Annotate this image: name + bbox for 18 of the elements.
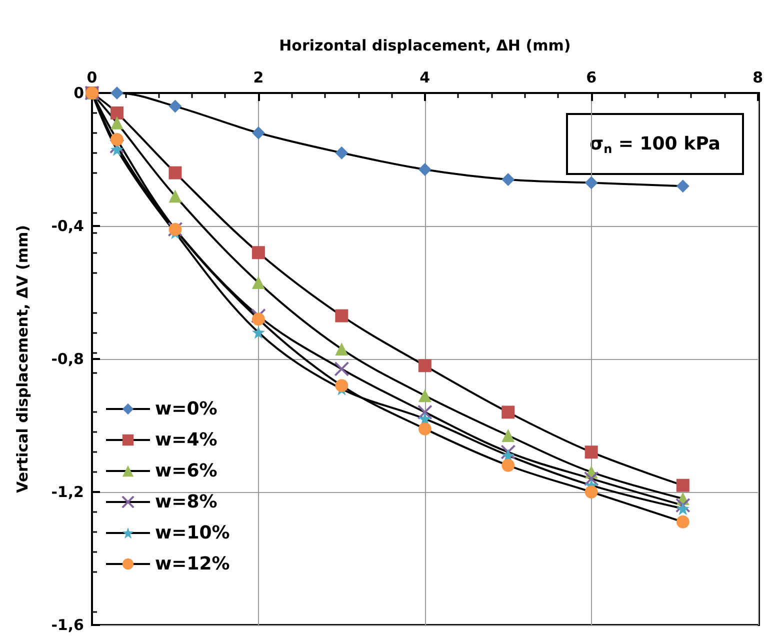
y-tick-label: -1,6 — [51, 616, 84, 634]
legend-label: w=4% — [155, 430, 218, 450]
legend-label: w=0% — [155, 398, 218, 420]
x-tick-label: 6 — [586, 68, 597, 86]
y-tick-label: -1,2 — [51, 483, 84, 501]
legend-label: w=8% — [155, 492, 218, 512]
x-tick-label: 0 — [86, 68, 98, 86]
y-tick-label: -0,8 — [51, 350, 84, 368]
legend-label: w=10% — [155, 522, 230, 544]
y-axis-title: Vertical displacement, ΔV (mm) — [14, 225, 32, 493]
x-tick-label: 4 — [420, 68, 430, 86]
legend-label: w=6% — [155, 460, 218, 482]
y-tick-label: -0,4 — [51, 217, 84, 235]
legend-label: w=12% — [155, 554, 230, 574]
x-tick-label: 2 — [253, 68, 264, 86]
x-tick-label: 8 — [752, 68, 763, 86]
y-tick-label: 0 — [74, 84, 84, 102]
x-axis-title: Horizontal displacement, ΔH (mm) — [279, 36, 571, 54]
